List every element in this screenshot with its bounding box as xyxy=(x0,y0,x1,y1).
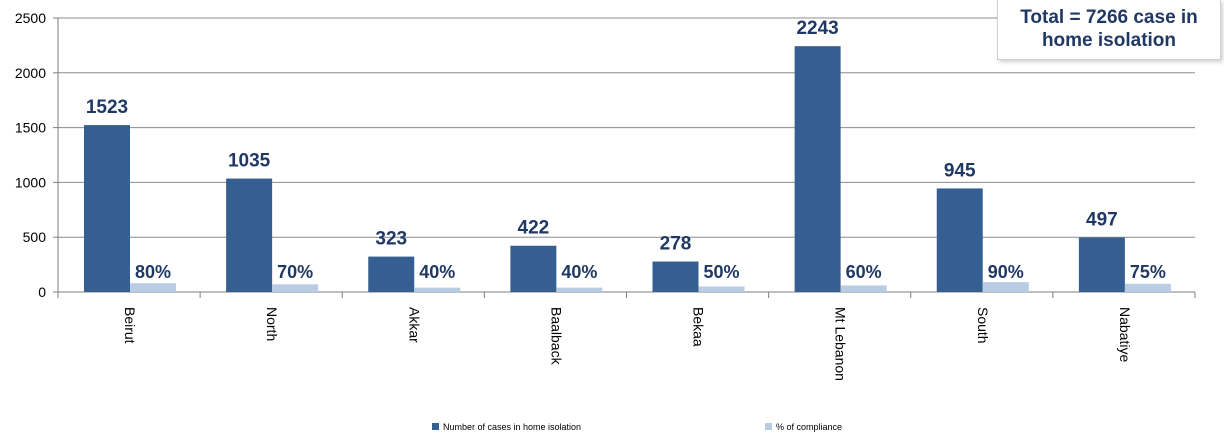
y-tick-label: 1000 xyxy=(15,174,46,190)
y-tick-label: 0 xyxy=(38,284,46,300)
x-category-label: Mt Lebanon xyxy=(833,307,849,381)
data-label-compliance: 60% xyxy=(846,262,882,282)
bar-cases xyxy=(652,261,699,292)
data-label-compliance: 90% xyxy=(988,262,1024,282)
data-label-compliance: 75% xyxy=(1130,262,1166,282)
data-label-cases: 1035 xyxy=(228,151,271,172)
total-annotation-box: Total = 7266 case in home isolation xyxy=(997,0,1221,60)
x-category-label: South xyxy=(975,307,991,344)
data-label-cases: 497 xyxy=(1086,210,1118,231)
data-label-cases: 945 xyxy=(944,160,976,181)
bar-compliance xyxy=(272,284,319,292)
data-label-compliance: 80% xyxy=(135,262,171,282)
data-label-cases: 278 xyxy=(660,234,692,255)
data-label-compliance: 50% xyxy=(703,262,739,282)
data-label-compliance: 40% xyxy=(561,262,597,282)
data-label-cases: 323 xyxy=(375,229,407,250)
data-label-compliance: 40% xyxy=(419,262,455,282)
bar-cases xyxy=(936,188,983,292)
bar-compliance xyxy=(840,285,887,292)
bar-cases xyxy=(510,245,557,292)
legend-item-compliance-swatch xyxy=(765,423,772,430)
y-tick-label: 500 xyxy=(23,229,47,245)
x-category-label: Bekaa xyxy=(691,307,707,347)
y-tick-label: 2000 xyxy=(15,65,46,81)
bar-cases xyxy=(368,256,415,292)
bar-cases xyxy=(84,125,130,293)
legend-item-compliance-label: % of compliance xyxy=(776,422,842,432)
legend-item-cases-swatch xyxy=(432,423,439,430)
x-category-label: Baalback xyxy=(548,307,564,366)
total-annotation-line2: home isolation xyxy=(1041,30,1177,51)
bar-compliance xyxy=(556,287,603,292)
bar-cases xyxy=(794,46,841,292)
data-label-cases: 2243 xyxy=(796,18,838,39)
x-axis-categories: Beirut North Akkar Baalback Bekaa Mt Lebanon S… xyxy=(122,307,1133,381)
bars xyxy=(84,46,1171,293)
total-annotation-line1: Total = 7266 case in xyxy=(1020,7,1198,28)
legend-item-cases-label: Number of cases in home isolation xyxy=(443,422,581,432)
data-labels: 1523 80% 1035 70% 323 40% 422 40% 278 50% 2243 60% 9… xyxy=(86,18,1166,282)
x-category-label: Akkar xyxy=(406,307,422,343)
bar-cases xyxy=(226,178,273,292)
bar-cases xyxy=(1078,237,1125,292)
bar-compliance xyxy=(414,287,461,292)
y-tick-label: 2500 xyxy=(15,10,46,26)
data-label-compliance: 70% xyxy=(277,262,313,282)
x-category-label: Beirut xyxy=(122,307,138,344)
bar-compliance xyxy=(1124,283,1171,292)
data-label-cases: 1523 xyxy=(86,97,128,118)
bar-compliance xyxy=(698,286,745,292)
bar-compliance xyxy=(982,282,1029,292)
data-label-cases: 422 xyxy=(518,218,550,239)
y-axis-ticks: 0 500 1000 1500 2000 2500 xyxy=(15,10,46,300)
bar-compliance xyxy=(130,283,176,292)
y-tick-label: 1500 xyxy=(15,120,46,136)
legend: Number of cases in home isolation % of co… xyxy=(432,422,842,432)
gridlines xyxy=(53,17,1196,298)
x-category-label: North xyxy=(264,307,280,341)
x-category-label: Nabatiye xyxy=(1117,307,1133,362)
